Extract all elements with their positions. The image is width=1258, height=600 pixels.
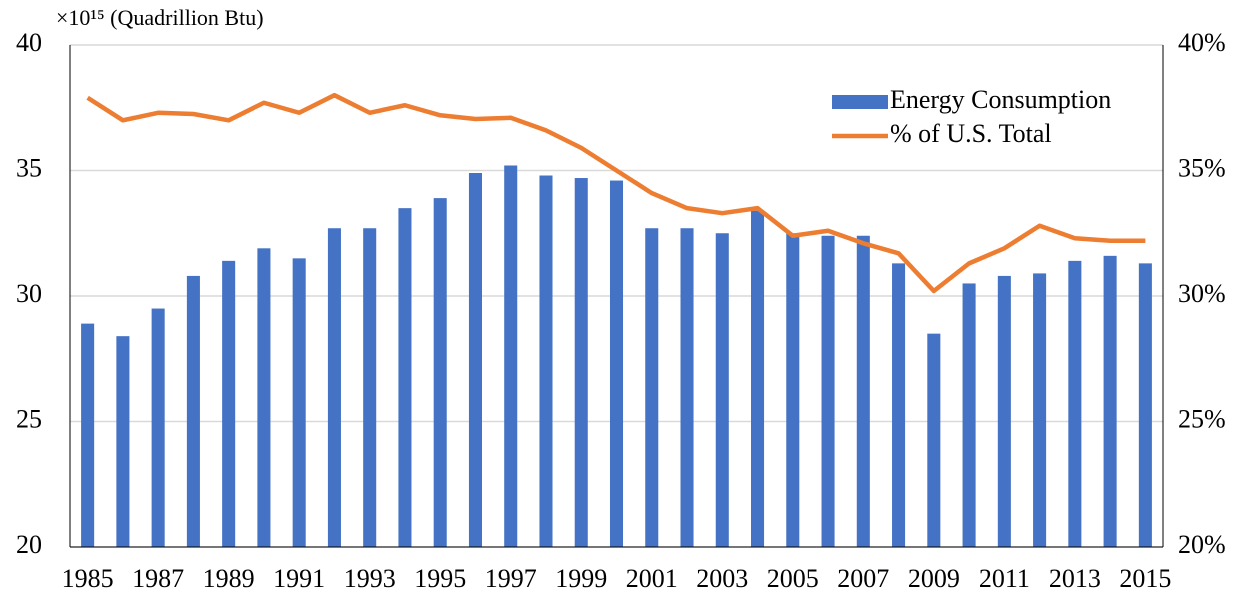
bar [786,233,800,547]
bar [1068,260,1082,547]
x-tick-label: 2007 [837,564,889,593]
bar [327,228,341,548]
y2-tick-label: 20% [1178,530,1226,559]
x-tick-label: 2003 [696,564,748,593]
legend-label: % of U.S. Total [890,119,1052,148]
bar [892,263,906,547]
y-tick-label: 25 [16,404,42,433]
bar [186,275,200,547]
bar [574,178,588,547]
x-tick-label: 1989 [203,564,255,593]
legend-label: Energy Consumption [890,85,1111,114]
bar [1103,255,1117,547]
bar [116,336,130,547]
bar [997,275,1011,547]
bar [715,233,729,547]
bar [962,283,976,547]
y-tick-label: 40 [16,28,42,57]
bar [363,228,377,548]
bar [222,260,236,547]
bar [433,198,447,548]
bar [856,235,870,547]
x-tick-label: 1999 [555,564,607,593]
bar [680,228,694,548]
x-tick-label: 1995 [414,564,466,593]
y-axis-title: ×10¹⁵ (Quadrillion Btu) [56,5,264,30]
y-tick-label: 30 [16,279,42,308]
line [86,92,1146,294]
bar [292,258,306,547]
x-tick-label: 1987 [132,564,184,593]
bar [927,333,941,547]
bar [398,208,412,547]
x-tick-label: 2013 [1049,564,1101,593]
x-tick-label: 2011 [979,564,1030,593]
bar [504,165,518,548]
y2-tick-label: 40% [1178,28,1226,57]
x-tick-label: 1991 [273,564,325,593]
bar [257,248,271,547]
x-tick-label: 2015 [1119,564,1171,593]
bar [821,235,835,547]
bar [81,323,95,547]
x-tick-label: 1993 [344,564,396,593]
y-tick-label: 20 [16,530,42,559]
y2-tick-label: 25% [1178,404,1226,433]
bar [1033,273,1047,547]
x-tick-label: 2001 [626,564,678,593]
bar [539,175,553,547]
y-tick-label: 35 [16,153,42,182]
y2-tick-label: 30% [1178,279,1226,308]
bar [468,173,482,547]
x-tick-label: 1997 [485,564,537,593]
bar [609,180,624,548]
x-tick-label: 2005 [767,564,819,593]
bar [751,210,765,547]
bar [151,308,165,547]
x-tick-label: 2009 [908,564,960,593]
bar [1138,263,1152,547]
legend-swatch [832,95,888,109]
bar [645,228,659,548]
y2-tick-label: 35% [1178,153,1226,182]
x-tick-label: 1985 [62,564,114,593]
